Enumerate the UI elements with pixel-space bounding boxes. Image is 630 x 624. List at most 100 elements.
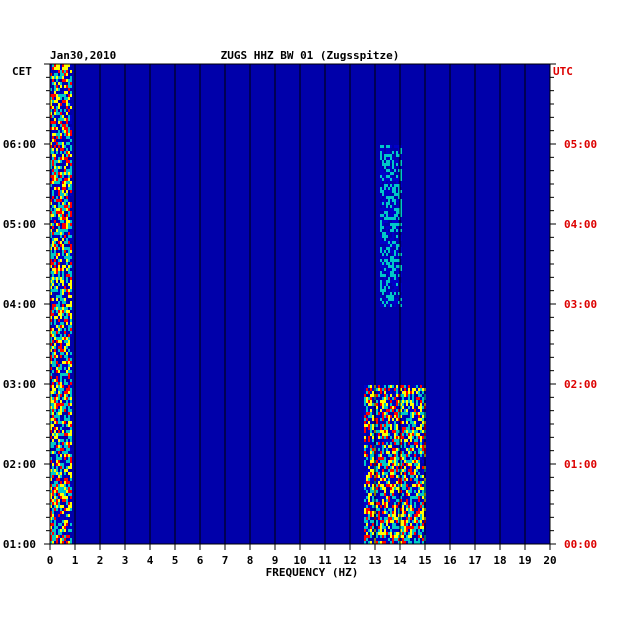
spectrogram-cell bbox=[390, 256, 392, 259]
x-tick-label: 11 bbox=[318, 554, 332, 567]
spectrogram-cell bbox=[396, 487, 398, 490]
spectrogram-cell bbox=[396, 184, 398, 187]
plot-area bbox=[49, 63, 551, 545]
spectrogram-cell bbox=[60, 85, 62, 88]
spectrogram-cell bbox=[388, 274, 390, 277]
spectrogram-cell bbox=[396, 199, 398, 202]
spectrogram-cell bbox=[408, 541, 410, 544]
x-tick-label: 19 bbox=[518, 554, 531, 567]
spectrogram-cell bbox=[392, 499, 394, 502]
spectrogram-cell bbox=[384, 463, 386, 466]
spectrogram-cell bbox=[396, 424, 398, 427]
spectrogram-cell bbox=[390, 397, 392, 400]
spectrogram-cell bbox=[52, 283, 54, 286]
spectrogram-cell bbox=[394, 529, 396, 532]
right-tick-label: 01:00 bbox=[564, 458, 597, 471]
spectrogram-cell bbox=[58, 253, 60, 256]
spectrogram-cell bbox=[62, 385, 64, 388]
spectrogram-cell bbox=[378, 448, 380, 451]
spectrogram-cell bbox=[384, 514, 386, 517]
spectrogram-cell bbox=[60, 352, 62, 355]
spectrogram-cell bbox=[400, 397, 402, 400]
spectrogram-cell bbox=[52, 163, 54, 166]
spectrogram-cell bbox=[52, 493, 54, 496]
spectrogram-cell bbox=[70, 442, 72, 445]
spectrogram-cell bbox=[376, 427, 378, 430]
spectrogram-cell bbox=[372, 487, 374, 490]
spectrogram-cell bbox=[404, 529, 406, 532]
spectrogram-cell bbox=[64, 382, 66, 385]
spectrogram-cell bbox=[364, 403, 366, 406]
spectrogram-cell bbox=[64, 334, 66, 337]
spectrogram-cell bbox=[70, 331, 72, 334]
spectrogram-cell bbox=[386, 220, 388, 223]
spectrogram-cell bbox=[64, 118, 66, 121]
spectrogram-cell bbox=[384, 220, 386, 223]
spectrogram-cell bbox=[378, 538, 380, 541]
spectrogram-cell bbox=[394, 226, 396, 229]
spectrogram-cell bbox=[382, 520, 384, 523]
spectrogram-cell bbox=[410, 439, 412, 442]
spectrogram-cell bbox=[68, 238, 70, 241]
spectrogram-cell bbox=[394, 436, 396, 439]
spectrogram-cell bbox=[414, 499, 416, 502]
spectrogram-cell bbox=[58, 409, 60, 412]
spectrogram-cell bbox=[406, 508, 408, 511]
spectrogram-cell bbox=[68, 100, 70, 103]
spectrogram-cell bbox=[386, 472, 388, 475]
spectrogram-cell bbox=[422, 421, 424, 424]
spectrogram-cell bbox=[422, 502, 424, 505]
spectrogram-cell bbox=[406, 424, 408, 427]
spectrogram-cell bbox=[54, 364, 56, 367]
spectrogram-cell bbox=[52, 184, 54, 187]
spectrogram-cell bbox=[60, 406, 62, 409]
spectrogram-cell bbox=[70, 205, 72, 208]
spectrogram-cell bbox=[60, 205, 62, 208]
spectrogram-cell bbox=[64, 223, 66, 226]
spectrogram-cell bbox=[384, 277, 386, 280]
spectrogram-cell bbox=[392, 301, 394, 304]
spectrogram-cell bbox=[408, 520, 410, 523]
spectrogram-cell bbox=[372, 523, 374, 526]
spectrogram-cell bbox=[50, 382, 52, 385]
spectrogram-cell bbox=[56, 184, 58, 187]
spectrogram-cell bbox=[384, 499, 386, 502]
spectrogram-cell bbox=[366, 490, 368, 493]
spectrogram-cell bbox=[416, 523, 418, 526]
spectrogram-cell bbox=[366, 418, 368, 421]
spectrogram-cell bbox=[422, 400, 424, 403]
spectrogram-cell bbox=[68, 439, 70, 442]
spectrogram-cell bbox=[412, 520, 414, 523]
spectrogram-cell bbox=[54, 175, 56, 178]
spectrogram-cell bbox=[380, 406, 382, 409]
spectrogram-cell bbox=[60, 244, 62, 247]
spectrogram-cell bbox=[372, 490, 374, 493]
spectrogram-cell bbox=[392, 514, 394, 517]
spectrogram-cell bbox=[66, 298, 68, 301]
spectrogram-cell bbox=[68, 484, 70, 487]
spectrogram-cell bbox=[66, 292, 68, 295]
spectrogram-cell bbox=[422, 391, 424, 394]
spectrogram-cell bbox=[386, 157, 388, 160]
spectrogram-cell bbox=[68, 535, 70, 538]
spectrogram-cell bbox=[58, 181, 60, 184]
spectrogram-cell bbox=[50, 298, 52, 301]
spectrogram-cell bbox=[386, 175, 388, 178]
spectrogram-cell bbox=[380, 289, 382, 292]
spectrogram-cell bbox=[394, 298, 396, 301]
spectrogram-cell bbox=[414, 457, 416, 460]
spectrogram-cell bbox=[52, 469, 54, 472]
spectrogram-cell bbox=[390, 244, 392, 247]
spectrogram-cell bbox=[392, 385, 394, 388]
spectrogram-cell bbox=[62, 211, 64, 214]
spectrogram-cell bbox=[396, 385, 398, 388]
spectrogram-cell bbox=[390, 250, 392, 253]
spectrogram-cell bbox=[64, 67, 66, 70]
spectrogram-cell bbox=[418, 511, 420, 514]
spectrogram-cell bbox=[376, 523, 378, 526]
spectrogram-cell bbox=[58, 133, 60, 136]
spectrogram-cell bbox=[408, 490, 410, 493]
spectrogram-cell bbox=[398, 454, 400, 457]
spectrogram-cell bbox=[60, 97, 62, 100]
spectrogram-cell bbox=[66, 463, 68, 466]
